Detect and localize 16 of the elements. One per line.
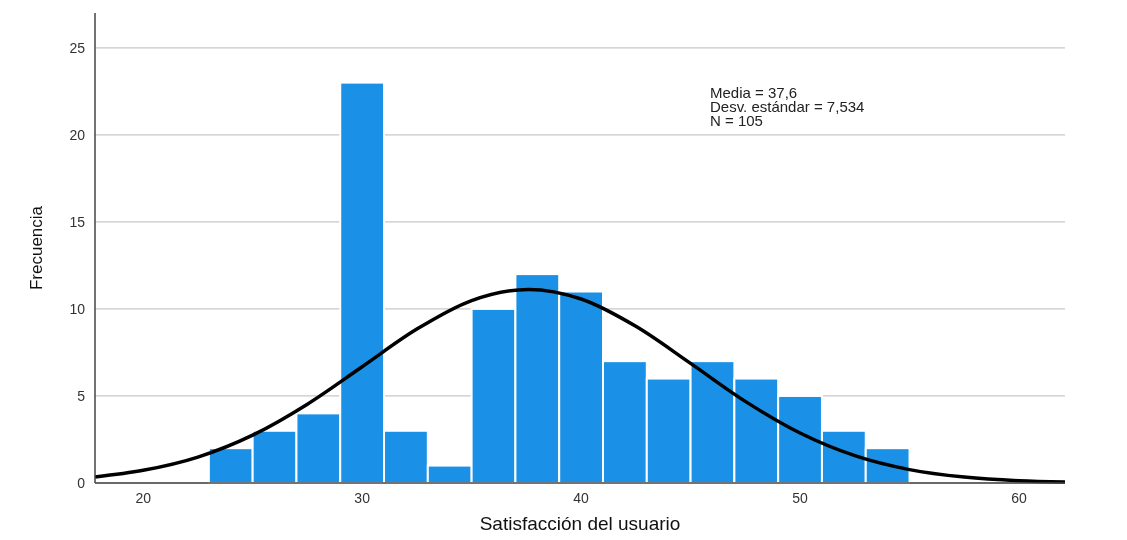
x-tick-label: 50	[792, 490, 809, 506]
x-axis-title: Satisfacción del usuario	[479, 513, 681, 534]
annotation: Media = 37,6	[710, 84, 798, 101]
y-tick-label: 25	[69, 39, 86, 56]
x-tick-label: 40	[573, 490, 590, 506]
x-tick-label: 20	[135, 490, 152, 506]
y-tick-label: 0	[77, 474, 86, 491]
y-tick-label: 10	[69, 300, 86, 317]
y-tick-label: 15	[69, 213, 86, 230]
y-tick-label: 20	[69, 126, 86, 143]
annotation: Desv. estándar = 7,534	[710, 98, 865, 115]
x-tick-label: 30	[354, 490, 371, 506]
annotation: N = 105	[710, 112, 763, 129]
x-tick-label: 60	[1011, 490, 1028, 506]
y-tick-label: 5	[77, 387, 86, 404]
y-axis-title: Frecuencia	[27, 205, 46, 291]
